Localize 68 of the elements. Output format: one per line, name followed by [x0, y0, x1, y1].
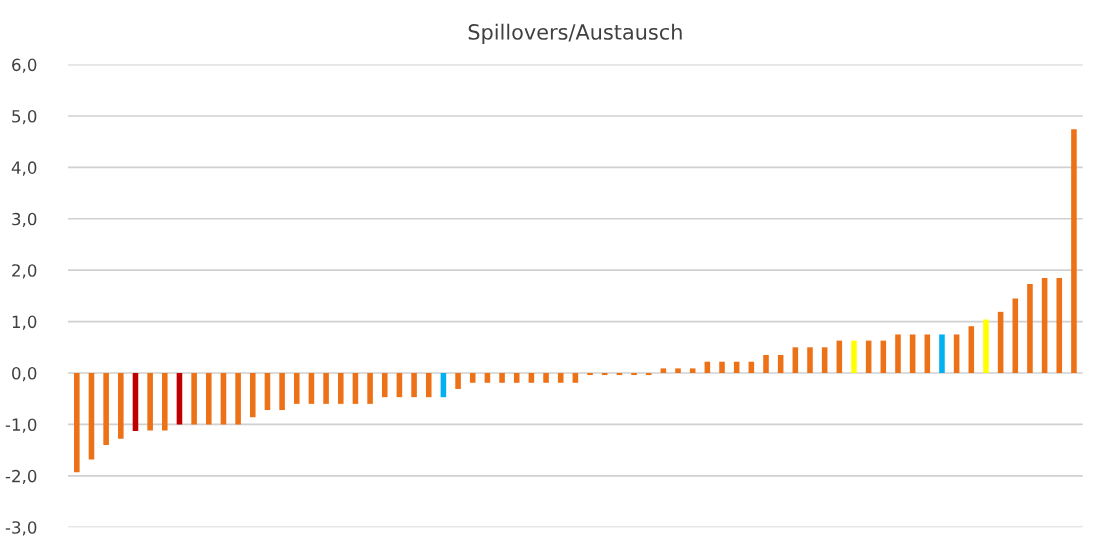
y-tick-label: 1,0 — [12, 315, 37, 330]
y-tick-label: -1,0 — [5, 418, 37, 433]
bar — [821, 347, 828, 374]
bar — [367, 373, 373, 404]
bar — [206, 373, 212, 425]
bar — [675, 368, 681, 374]
bar — [191, 373, 197, 425]
bar — [572, 373, 579, 383]
bar — [968, 326, 975, 374]
bar — [631, 373, 637, 376]
bar — [1041, 277, 1048, 374]
bar — [660, 368, 667, 374]
bar — [895, 334, 901, 374]
y-tick-label: 4,0 — [11, 161, 37, 176]
bar — [924, 334, 931, 374]
y-tick-label: 5,0 — [12, 109, 37, 125]
bar — [484, 373, 491, 383]
bar — [513, 373, 520, 383]
chart-title: Spillovers/Austausch — [468, 23, 682, 44]
bar — [323, 373, 329, 404]
bar — [616, 373, 623, 376]
bar — [235, 373, 241, 425]
bar — [249, 373, 256, 418]
bar — [132, 373, 139, 432]
bar — [74, 373, 80, 473]
bar — [352, 373, 359, 404]
bar — [543, 373, 549, 383]
bar — [469, 373, 476, 383]
bar — [147, 373, 153, 431]
bar — [557, 373, 564, 383]
bar — [528, 373, 535, 383]
bar — [1027, 284, 1033, 374]
y-tick-label: 3,0 — [12, 212, 37, 228]
bar — [279, 373, 285, 411]
bar — [1012, 298, 1019, 374]
bar — [983, 319, 989, 374]
bar — [118, 373, 124, 439]
bar — [162, 373, 168, 431]
bar — [308, 373, 315, 404]
bar — [939, 334, 945, 374]
bar — [425, 373, 432, 398]
bar — [264, 373, 271, 411]
bar — [777, 355, 784, 374]
bar — [103, 373, 109, 445]
bar — [1056, 277, 1063, 374]
bar — [953, 334, 960, 374]
y-tick-label: 6,0 — [12, 58, 37, 73]
bar — [499, 373, 505, 383]
bar — [792, 347, 799, 374]
bar — [851, 340, 857, 374]
bar — [909, 334, 916, 374]
y-tick-label: -2,0 — [5, 469, 37, 485]
bar — [337, 373, 344, 404]
y-tick-label: -3,0 — [5, 521, 37, 536]
bar — [587, 373, 593, 376]
bar — [645, 373, 652, 376]
bar — [689, 368, 696, 374]
bar — [293, 373, 300, 404]
bar — [455, 373, 461, 389]
bar — [601, 373, 608, 376]
y-tick-label: 0,0 — [12, 366, 37, 382]
y-tick-label: 2,0 — [12, 264, 37, 279]
bar — [807, 347, 813, 374]
bar — [381, 373, 388, 398]
bar — [719, 361, 725, 374]
bar — [411, 373, 417, 398]
bar — [1071, 129, 1077, 374]
bar — [763, 355, 769, 374]
